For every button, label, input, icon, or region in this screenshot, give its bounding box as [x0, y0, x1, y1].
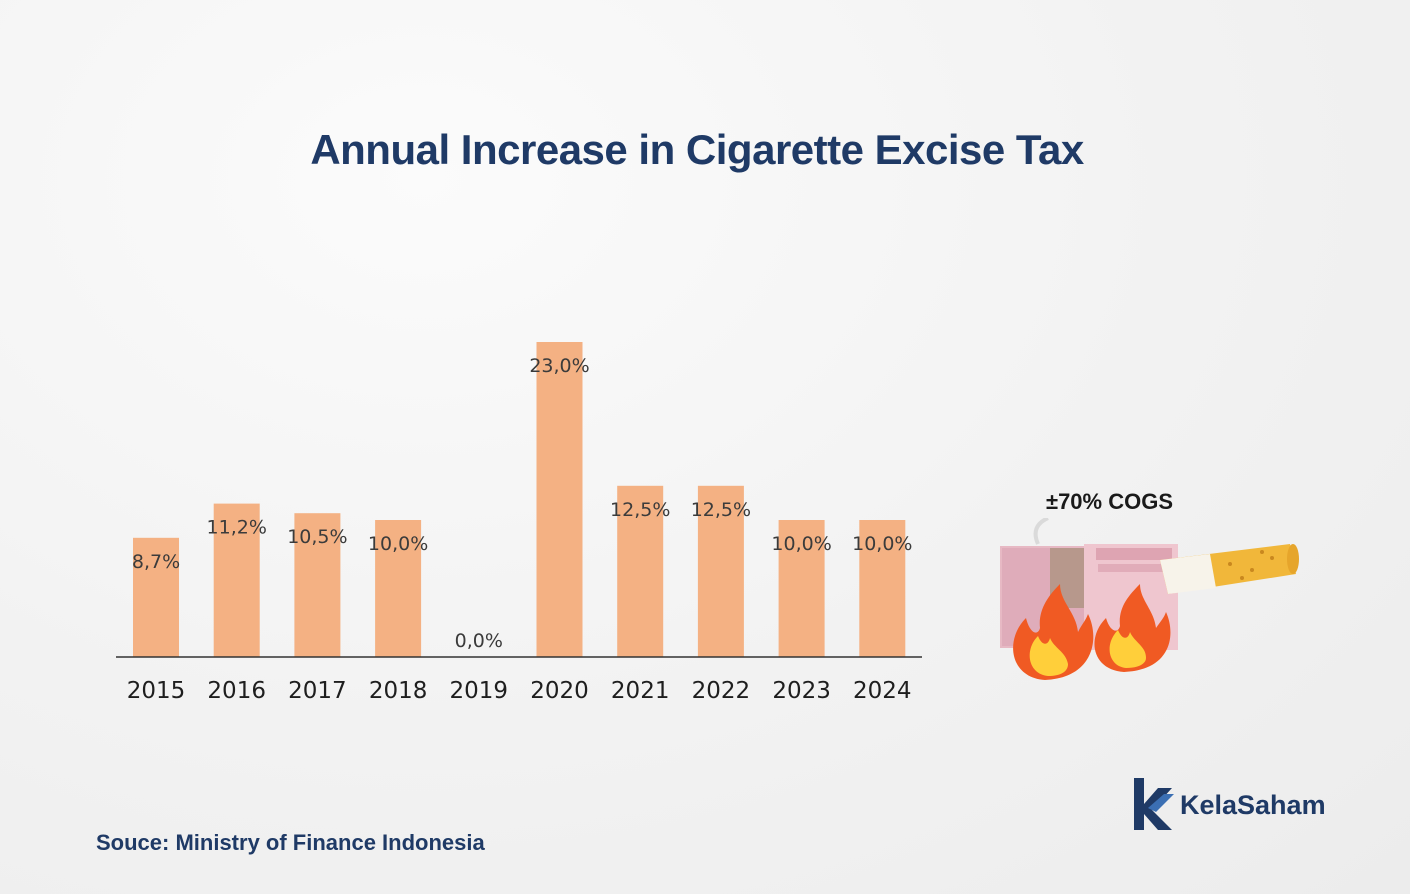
x-tick-2020: 2020: [530, 678, 589, 704]
bar-2020: [536, 342, 583, 657]
bar-2023: [778, 520, 825, 657]
data-label-2020: 23,0%: [529, 355, 589, 377]
data-label-2015: 8,7%: [132, 551, 180, 573]
data-label-2019: 0,0%: [455, 630, 503, 652]
bar-2016: [213, 503, 260, 657]
x-tick-2024: 2024: [853, 678, 912, 704]
chart-title: Annual Increase in Cigarette Excise Tax: [310, 126, 1084, 173]
x-axis-ticks: 2015 2016 2017 2018 2019 2020 2021 2022 2023 2024: [127, 678, 912, 704]
bar-chart: 8,7% 11,2% 10,5% 10,0% 0,0% 23,0% 12,5% 12,5% 10…: [116, 342, 922, 704]
brand-logo: KelaSaham: [1130, 774, 1360, 834]
data-label-2024: 10,0%: [852, 533, 912, 555]
brand-name: KelaSaham: [1180, 790, 1326, 820]
data-label-2016: 11,2%: [207, 517, 267, 539]
data-label-2018: 10,0%: [368, 533, 428, 555]
bar-2021: [617, 485, 664, 657]
data-label-2021: 12,5%: [610, 499, 670, 521]
x-tick-2023: 2023: [772, 678, 831, 704]
data-label-2022: 12,5%: [691, 499, 751, 521]
bar-2015: [133, 537, 179, 657]
x-tick-2018: 2018: [369, 678, 428, 704]
bar-2022: [697, 485, 744, 657]
cogs-annotation: ±70% COGS: [1046, 489, 1174, 514]
x-tick-2019: 2019: [450, 678, 509, 704]
data-label-2023: 10,0%: [771, 533, 831, 555]
kelasaham-logo-icon: [1134, 778, 1174, 830]
fire-icon: [1013, 584, 1171, 680]
cigarette-illustration: [1000, 518, 1299, 680]
x-tick-2016: 2016: [207, 678, 266, 704]
x-tick-2017: 2017: [288, 678, 347, 704]
source-note: Souce: Ministry of Finance Indonesia: [96, 830, 485, 855]
data-label-2017: 10,5%: [287, 526, 347, 548]
bar-2024: [859, 520, 906, 657]
x-tick-2022: 2022: [692, 678, 751, 704]
bar-2018: [375, 520, 422, 657]
x-tick-2015: 2015: [127, 678, 186, 704]
x-tick-2021: 2021: [611, 678, 670, 704]
bar-2017: [294, 513, 341, 657]
cigarette-icon: [1033, 518, 1299, 594]
bars-group: 8,7% 11,2% 10,5% 10,0% 0,0% 23,0% 12,5% 12,5% 10…: [132, 342, 912, 657]
